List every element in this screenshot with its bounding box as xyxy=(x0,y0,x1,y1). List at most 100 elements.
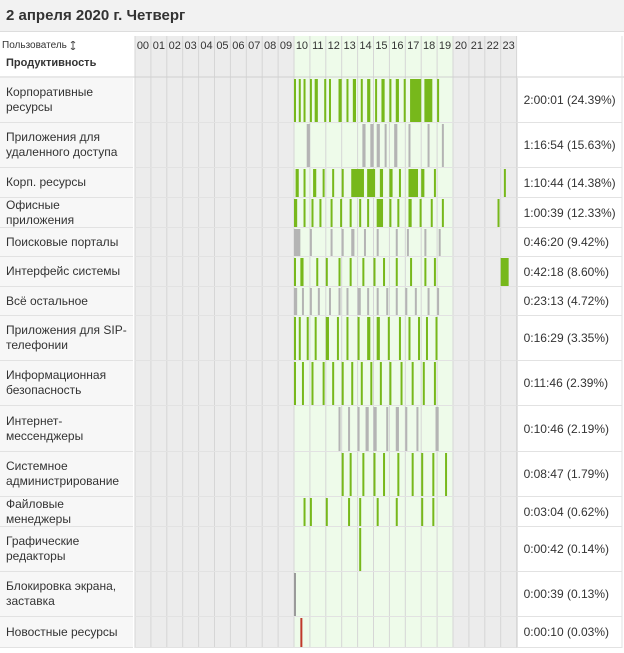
activity-bar xyxy=(351,229,355,256)
row-total: 0:08:47 (1.79%) xyxy=(516,452,622,497)
activity-bar xyxy=(316,258,319,286)
hour-label: 17 xyxy=(407,40,420,52)
hour-column xyxy=(246,36,263,648)
activity-bar xyxy=(433,169,436,197)
activity-bar xyxy=(306,124,310,167)
row-total: 0:00:42 (0.14%) xyxy=(516,527,622,572)
hour-column xyxy=(309,36,326,648)
hour-label: 19 xyxy=(438,40,452,52)
activity-bar xyxy=(362,258,365,286)
row-name: Поисковые порталы xyxy=(0,228,133,257)
row-total: 0:00:10 (0.03%) xyxy=(516,617,622,648)
activity-bar xyxy=(303,169,306,197)
activity-bar xyxy=(395,407,399,451)
hour-column xyxy=(341,36,358,648)
user-header[interactable]: Пользователь xyxy=(2,40,76,51)
activity-bar xyxy=(376,199,384,227)
activity-bar xyxy=(379,362,382,405)
activity-bar xyxy=(362,124,366,167)
activity-bar xyxy=(370,124,374,167)
activity-bar xyxy=(395,79,399,122)
hour-column xyxy=(214,36,231,648)
hour-label: 02 xyxy=(168,40,181,52)
activity-bar xyxy=(437,288,440,315)
activity-bar xyxy=(387,317,390,360)
activity-bar xyxy=(433,258,436,286)
activity-bar xyxy=(352,79,357,122)
hour-label: 05 xyxy=(216,40,229,52)
activity-bar xyxy=(438,229,441,256)
hour-label: 21 xyxy=(470,40,483,52)
activity-bar xyxy=(395,258,398,286)
activity-bar xyxy=(383,258,386,286)
hour-column xyxy=(198,36,215,648)
activity-bar xyxy=(348,498,351,526)
row-name: Корпоративные ресурсы xyxy=(0,78,133,123)
activity-bar xyxy=(381,79,385,122)
activity-bar xyxy=(379,169,384,197)
activity-bar xyxy=(324,79,327,122)
hour-label: 01 xyxy=(152,40,165,52)
activity-bar xyxy=(348,407,351,451)
activity-bar xyxy=(301,362,304,405)
activity-bar xyxy=(294,199,298,227)
activity-bar xyxy=(346,79,349,122)
activity-bar xyxy=(424,229,427,256)
activity-bar xyxy=(341,229,344,256)
row-name: Интерфейс системы xyxy=(0,257,133,287)
hour-label: 00 xyxy=(136,40,150,52)
hour-label: 08 xyxy=(264,40,277,52)
hour-label: 11 xyxy=(312,40,324,52)
activity-bar xyxy=(314,317,317,360)
activity-bar xyxy=(376,124,380,167)
row-total: 2:00:01 (24.39%) xyxy=(516,78,622,123)
user-label[interactable]: Пользователь xyxy=(2,40,67,51)
activity-bar xyxy=(445,453,448,496)
row-name: Приложения для удаленного доступа xyxy=(0,123,133,168)
activity-bar xyxy=(338,79,342,122)
activity-bar xyxy=(432,453,435,496)
activity-bar xyxy=(294,258,296,286)
hour-label: 04 xyxy=(200,40,213,52)
hour-label: 20 xyxy=(454,40,468,52)
hour-label: 13 xyxy=(343,40,356,52)
activity-bar xyxy=(311,362,314,405)
activity-bar xyxy=(325,258,328,286)
activity-bar xyxy=(340,199,343,227)
activity-bar xyxy=(408,317,411,360)
hour-column xyxy=(453,36,469,648)
row-total: 0:11:46 (2.39%) xyxy=(516,361,622,406)
activity-bar xyxy=(373,407,377,451)
activity-bar xyxy=(433,362,436,405)
activity-bar xyxy=(427,124,430,167)
hour-column xyxy=(373,36,390,648)
activity-bar xyxy=(405,407,408,451)
activity-bar xyxy=(410,258,413,286)
activity-bar xyxy=(497,199,500,227)
activity-bar xyxy=(328,79,331,122)
activity-bar xyxy=(435,317,438,360)
activity-bar xyxy=(306,317,309,360)
hour-label: 07 xyxy=(248,40,261,52)
activity-bar xyxy=(332,362,335,405)
activity-bar xyxy=(367,169,376,197)
hour-column xyxy=(166,36,183,648)
activity-bar xyxy=(500,258,509,286)
hour-column xyxy=(325,36,342,648)
activity-bar xyxy=(367,79,371,122)
hour-column xyxy=(278,36,294,648)
activity-bar xyxy=(419,199,422,227)
row-total: 0:16:29 (3.35%) xyxy=(516,316,622,361)
activity-bar xyxy=(325,498,328,526)
activity-bar xyxy=(341,169,344,197)
activity-bar xyxy=(362,453,365,496)
row-name: Блокировка экрана, заставка xyxy=(0,572,133,617)
row-name: Новостные ресурсы xyxy=(0,617,133,648)
row-name: Офисные приложения xyxy=(0,198,133,228)
activity-bar xyxy=(332,169,335,197)
activity-bar xyxy=(357,288,361,315)
activity-bar xyxy=(309,79,312,122)
activity-bar xyxy=(357,407,360,451)
productivity-header: Продуктивность xyxy=(6,57,97,69)
row-total: 1:10:44 (14.38%) xyxy=(516,168,622,198)
